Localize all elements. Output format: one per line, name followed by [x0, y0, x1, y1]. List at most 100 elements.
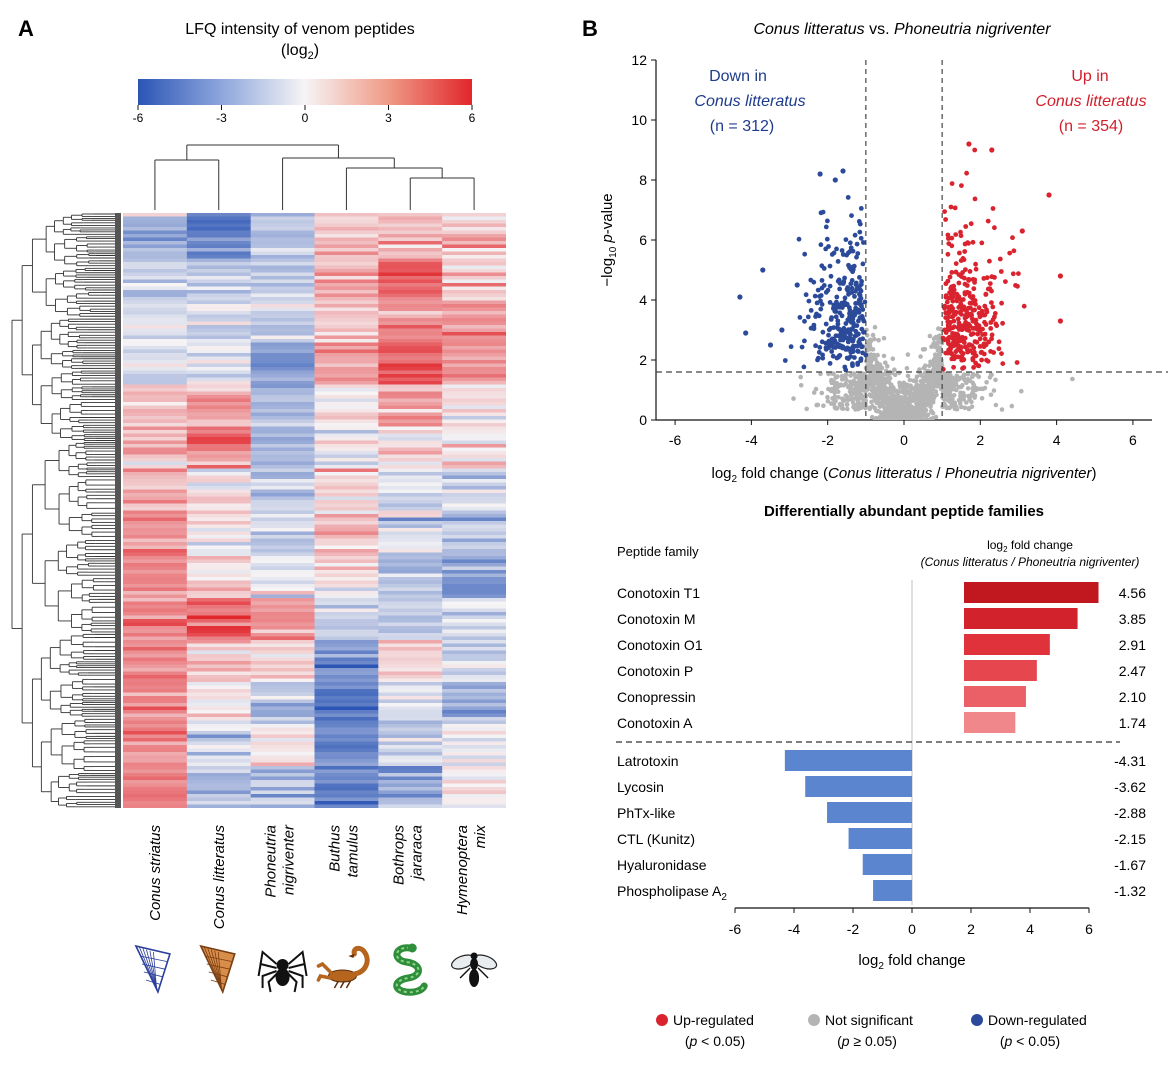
heatmap-cell: [314, 370, 379, 375]
heatmap-cell: [314, 587, 379, 592]
volcano-point-ns: [863, 405, 868, 411]
volcano-point-up: [968, 221, 974, 227]
volcano-point-down: [849, 278, 855, 283]
volcano-point-up: [960, 270, 965, 275]
volcano-point-ns: [871, 385, 876, 390]
heatmap-cell: [186, 227, 252, 232]
volcano-point-ns: [849, 391, 855, 397]
heatmap-cell: [378, 559, 443, 564]
heatmap-cell: [442, 559, 506, 564]
heatmap-cell: [314, 262, 379, 267]
heatmap-cell: [442, 423, 506, 428]
heatmap-cell: [186, 619, 252, 624]
heatmap-cell: [250, 654, 316, 659]
heatmap-cell: [378, 447, 443, 452]
heatmap-cell: [378, 570, 443, 575]
heatmap-cell: [250, 633, 316, 638]
heatmap-cell: [123, 573, 188, 578]
volcano-point-up: [970, 325, 976, 331]
volcano-point-down: [854, 343, 860, 349]
heatmap-cell: [314, 685, 379, 690]
volcano-point-ns: [965, 386, 971, 391]
heatmap-cell: [378, 713, 443, 718]
column-label-line: Hymenoptera: [454, 825, 471, 915]
families-bar: [873, 880, 912, 901]
heatmap-cell: [314, 734, 379, 739]
heatmap-cell: [378, 657, 443, 662]
volcano-point-ns: [934, 355, 939, 360]
heatmap-cell: [378, 727, 443, 732]
heatmap-cell: [442, 381, 506, 386]
volcano-point-up: [950, 294, 956, 300]
volcano-point-down: [845, 195, 851, 200]
volcano-point-ns: [933, 370, 938, 375]
volcano-point-down: [861, 240, 866, 245]
heatmap-cell: [378, 731, 443, 736]
volcano-point-up: [1000, 320, 1005, 326]
heatmap-cell: [250, 640, 316, 645]
volcano-point-up: [954, 298, 960, 304]
heatmap-cell: [442, 479, 506, 484]
heatmap-cell: [250, 241, 316, 246]
heatmap-cell: [442, 213, 506, 218]
heatmap-cell: [186, 531, 252, 536]
heatmap-cell: [250, 647, 316, 652]
heatmap-cell: [186, 664, 252, 669]
volcano-y-tick-label: 12: [631, 52, 647, 68]
volcano-point-up: [982, 336, 988, 342]
volcano-point-up: [988, 326, 994, 331]
heatmap-cell: [123, 580, 188, 585]
volcano-point-ns: [869, 399, 874, 405]
heatmap-cell: [442, 244, 506, 249]
heatmap-cell: [123, 780, 188, 785]
heatmap-cell: [123, 465, 188, 470]
heatmap-cell: [314, 738, 379, 743]
families-value-label: 1.74: [1119, 715, 1146, 731]
heatmap-cell: [442, 780, 506, 785]
heatmap-cell: [442, 328, 506, 333]
heatmap-cell: [123, 311, 188, 316]
color-scale-bar: [138, 79, 472, 105]
heatmap-cell: [378, 762, 443, 767]
heatmap-cell: [123, 346, 188, 351]
volcano-point-ns: [913, 388, 918, 393]
heatmap-cell: [378, 710, 443, 715]
families-x-tick-label: 0: [908, 921, 916, 937]
heatmap-cell: [442, 629, 506, 634]
heatmap-cell: [250, 773, 316, 778]
volcano-point-ns: [947, 393, 953, 398]
heatmap-cell: [378, 538, 443, 543]
volcano-point-down: [846, 291, 851, 297]
heatmap-cell: [250, 391, 316, 396]
heatmap-cell: [314, 633, 379, 638]
heatmap-cell: [250, 213, 316, 218]
heatmap-cell: [186, 636, 252, 641]
volcano-point-ns: [818, 371, 823, 377]
volcano-point-ns: [982, 385, 988, 391]
heatmap-cell: [442, 486, 506, 491]
heatmap-cell: [378, 304, 443, 309]
heatmap-cell: [123, 398, 188, 403]
volcano-point-ns: [926, 399, 932, 405]
heatmap-cell: [442, 748, 506, 753]
heatmap-cell: [314, 283, 379, 288]
heatmap-cell: [378, 601, 443, 606]
heatmap-cell: [250, 535, 316, 540]
heatmap-cell: [378, 367, 443, 372]
volcano-point-up: [1000, 361, 1006, 366]
heatmap-title: LFQ intensity of venom peptides: [185, 21, 414, 38]
volcano-point-down: [852, 232, 858, 238]
volcano-point-up: [945, 251, 951, 257]
heatmap-cell: [378, 468, 443, 473]
volcano-point-up: [951, 287, 957, 293]
heatmap-cell: [378, 489, 443, 494]
heatmap-cell: [442, 342, 506, 347]
heatmap-cell: [250, 731, 316, 736]
heatmap-cell: [250, 486, 316, 491]
heatmap-cell: [123, 419, 188, 424]
heatmap-cell: [186, 640, 252, 645]
organism-icons: [134, 943, 498, 996]
heatmap-cell: [314, 724, 379, 729]
scale-tick-label: 0: [302, 111, 309, 125]
volcano-point-up: [955, 347, 961, 352]
